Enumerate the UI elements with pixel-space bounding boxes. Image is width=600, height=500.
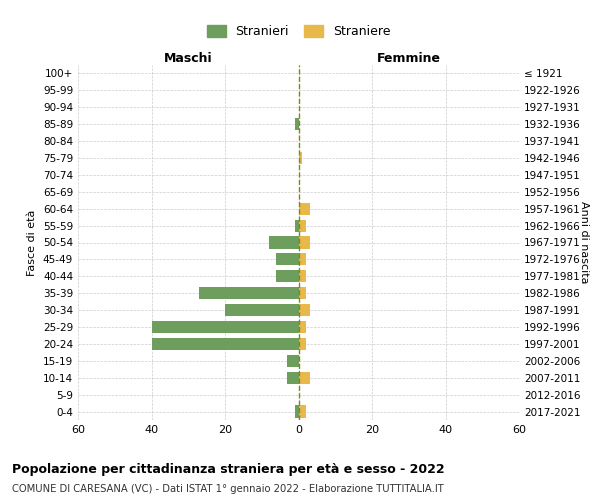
Bar (299, 304, 310, 316)
Bar (299, 152, 302, 164)
Bar (299, 372, 310, 384)
Bar (299, 236, 310, 248)
Bar (295, 220, 299, 232)
Bar (299, 287, 306, 300)
Text: Femmine: Femmine (377, 52, 441, 65)
Bar (269, 236, 299, 248)
Bar (295, 406, 299, 417)
Y-axis label: Fasce di età: Fasce di età (28, 210, 37, 276)
Bar (225, 304, 299, 316)
Text: COMUNE DI CARESANA (VC) - Dati ISTAT 1° gennaio 2022 - Elaborazione TUTTITALIA.I: COMUNE DI CARESANA (VC) - Dati ISTAT 1° … (12, 484, 444, 494)
Bar (277, 270, 299, 282)
Bar (299, 254, 306, 266)
Bar (295, 118, 299, 130)
Bar (199, 287, 299, 300)
Bar (277, 254, 299, 266)
Bar (287, 372, 299, 384)
Bar (151, 338, 299, 350)
Bar (287, 354, 299, 367)
Legend: Stranieri, Straniere: Stranieri, Straniere (203, 22, 394, 42)
Bar (299, 220, 306, 232)
Text: Maschi: Maschi (164, 52, 212, 65)
Y-axis label: Anni di nascita: Anni di nascita (579, 201, 589, 284)
Bar (299, 321, 306, 333)
Bar (299, 338, 306, 350)
Bar (299, 406, 306, 417)
Bar (299, 202, 310, 215)
Bar (299, 270, 306, 282)
Text: Popolazione per cittadinanza straniera per età e sesso - 2022: Popolazione per cittadinanza straniera p… (12, 462, 445, 475)
Bar (151, 321, 299, 333)
